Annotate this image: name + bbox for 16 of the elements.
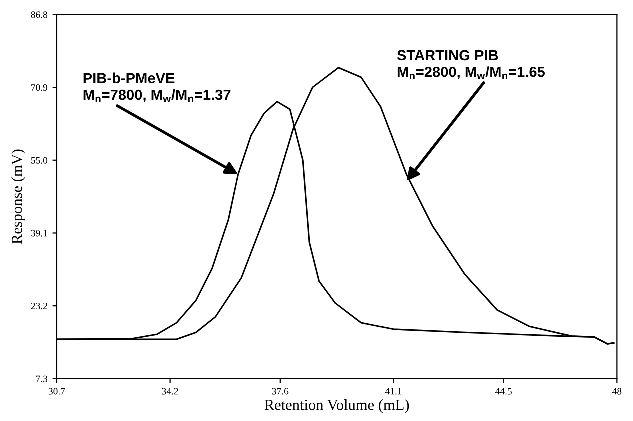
y-axis-title: Response (mV) — [12, 150, 26, 244]
x-axis-title: Retention Volume (mL) — [264, 400, 410, 414]
annotation: PIB-b-PMeVE M$_{n}$=7800, M$_{w}$/M$_{n}$=1.37 — [84, 72, 231, 102]
y-tick-label: 55.0 — [31, 157, 48, 164]
x-tick-label: 34.2 — [162, 388, 178, 395]
y-tick-label: 39.1 — [31, 230, 48, 237]
x-tick-label: 44.5 — [496, 388, 512, 395]
y-tick-label: 70.9 — [32, 84, 48, 92]
x-tick-label: 37.6 — [272, 388, 289, 395]
y-tick-label: 7.3 — [36, 376, 48, 382]
y-tick-label: 23.2 — [31, 303, 48, 310]
x-tick-label: 41.1 — [385, 388, 402, 395]
y-tick-label: 86.8 — [31, 12, 48, 18]
x-tick-label: 30.7 — [48, 388, 66, 395]
annotation: STARTING PIB M$_{n}$=2800, M$_{w}$/M$_{n}$=1.65 — [397, 50, 545, 80]
x-tick-label: 48 — [612, 388, 622, 395]
